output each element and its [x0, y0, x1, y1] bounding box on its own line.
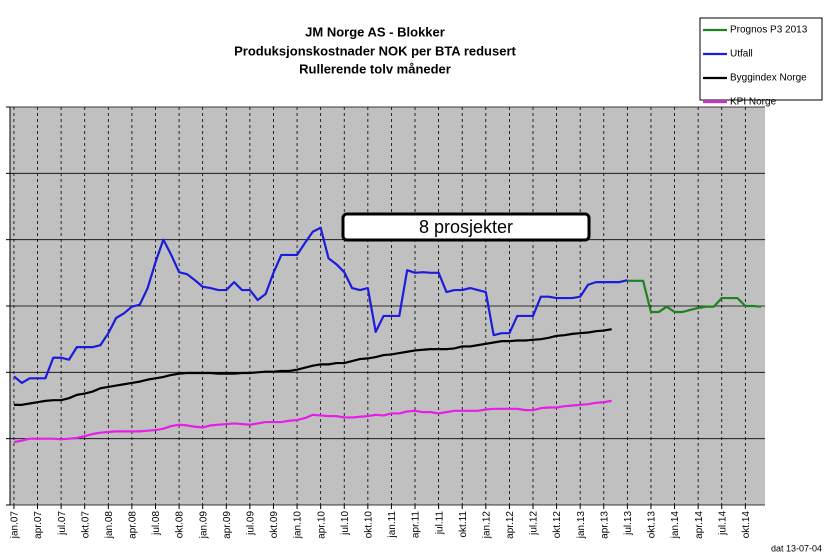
- x-tick-label: jul.12: [529, 511, 540, 536]
- legend-label: KPI Norge: [730, 97, 777, 108]
- series-line: [627, 279, 762, 314]
- x-tick-label: okt.07: [80, 511, 91, 539]
- x-tick-label: jul.13: [623, 511, 634, 536]
- x-tick-label: jan.07: [10, 511, 21, 540]
- legend-label: Prognos P3 2013: [730, 25, 808, 36]
- x-tick-label: jan.08: [104, 511, 115, 540]
- x-tick-label: apr.08: [128, 511, 139, 539]
- x-tick-label: jul.07: [57, 511, 68, 536]
- legend: [699, 17, 823, 101]
- x-tick-label: apr.14: [694, 511, 705, 539]
- x-tick-label: okt.08: [175, 511, 186, 539]
- x-tick-label: jul.08: [151, 511, 162, 536]
- x-tick-label: apr.10: [316, 511, 327, 539]
- footer: dat 13-07-04: [771, 543, 822, 553]
- x-tick-label: apr.12: [505, 511, 516, 539]
- legend-label: Byggindex Norge: [730, 73, 807, 84]
- plot-area: jan.07 apr.07 jul.07 okt.07 jan.08 apr.08 jul.…: [6, 106, 765, 540]
- series-line: [13, 226, 628, 385]
- x-tick-label: okt.14: [741, 511, 752, 539]
- annotation: 8 prosjekter: [419, 217, 513, 237]
- series-line: [13, 328, 612, 406]
- x-tick-label: jan.12: [481, 511, 492, 540]
- x-tick-label: jan.14: [670, 511, 681, 540]
- x-tick-label: jul.09: [246, 511, 257, 536]
- legend-label: Utfall: [730, 49, 753, 60]
- x-tick-label: apr.13: [599, 511, 610, 539]
- x-tick-label: jan.10: [293, 511, 304, 540]
- x-tick-label: jan.13: [576, 511, 587, 540]
- chart-title: Rullerende tolv måneder: [299, 61, 451, 76]
- x-tick-label: jan.11: [387, 511, 398, 539]
- x-tick-label: apr.11: [411, 511, 422, 538]
- annotation-box: [341, 212, 591, 242]
- x-tick-label: apr.07: [33, 511, 44, 539]
- x-tick-label: okt.10: [363, 511, 374, 539]
- x-tick-label: okt.12: [552, 511, 563, 539]
- x-tick-label: jul.14: [717, 511, 728, 536]
- chart-title: JM Norge AS - Blokker: [305, 24, 445, 39]
- x-tick-label: jul.10: [340, 511, 351, 536]
- x-tick-label: apr.09: [222, 511, 233, 539]
- chart-title: Produksjonskostnader NOK per BTA reduser…: [234, 43, 516, 58]
- x-tick-label: okt.09: [269, 511, 280, 539]
- x-tick-label: jan.09: [198, 511, 209, 540]
- x-tick-label: jul.11: [434, 511, 445, 536]
- x-tick-label: okt.11: [458, 511, 469, 538]
- x-tick-label: okt.13: [647, 511, 658, 539]
- series-line: [13, 399, 612, 444]
